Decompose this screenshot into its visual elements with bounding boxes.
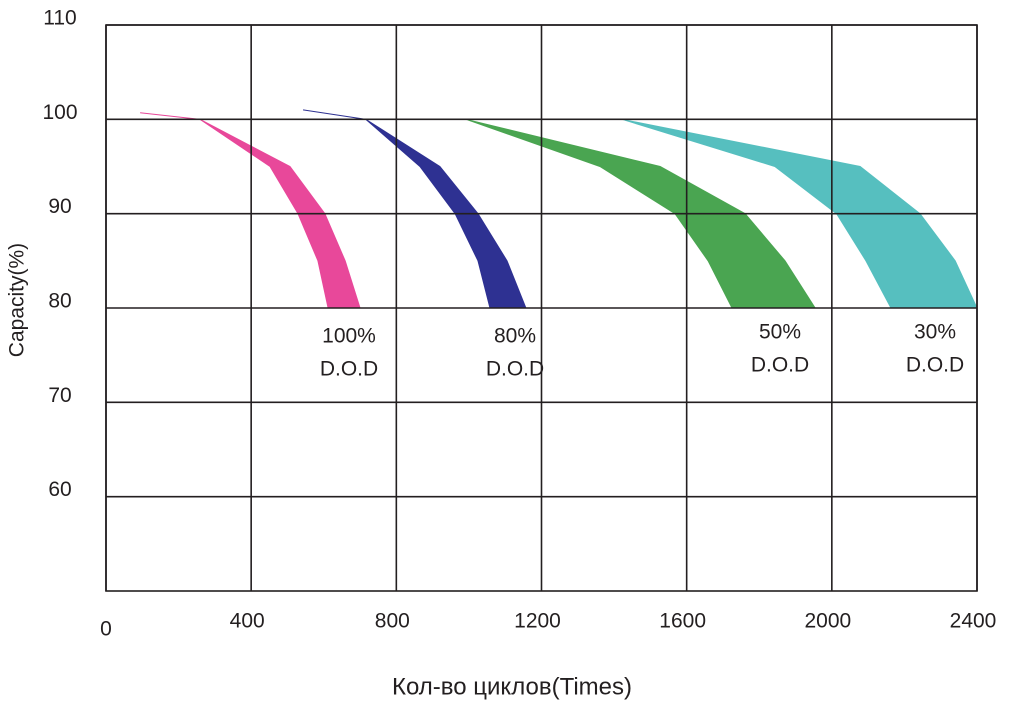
x-tick-label: 1200	[514, 610, 561, 633]
x-tick-label: 2400	[950, 610, 997, 633]
x-tick-label: 1600	[659, 610, 706, 633]
x-tick-label: 400	[230, 610, 265, 633]
band-label: D.O.D	[906, 354, 964, 377]
y-tick-label: 80	[48, 290, 71, 313]
y-tick-label: 60	[48, 478, 71, 501]
y-tick-label: 100	[42, 101, 77, 124]
x-tick-label: 0	[100, 618, 112, 641]
band-label: 100%	[322, 325, 376, 348]
x-tick-label: 2000	[804, 610, 851, 633]
y-tick-label: 90	[48, 195, 71, 218]
band-label: D.O.D	[486, 358, 544, 381]
capacity-band	[140, 112, 361, 309]
y-tick-label: 70	[48, 384, 71, 407]
x-tick-label: 800	[375, 610, 410, 633]
x-axis-title: Кол-во циклов(Times)	[392, 673, 632, 700]
band-label: D.O.D	[751, 354, 809, 377]
band-label: 50%	[759, 321, 801, 344]
band-label: 30%	[914, 321, 956, 344]
band-label: 80%	[494, 325, 536, 348]
y-axis-title: Capacity(%)	[6, 243, 29, 357]
y-tick-label: 110	[43, 7, 76, 30]
band-label: D.O.D	[320, 358, 378, 381]
